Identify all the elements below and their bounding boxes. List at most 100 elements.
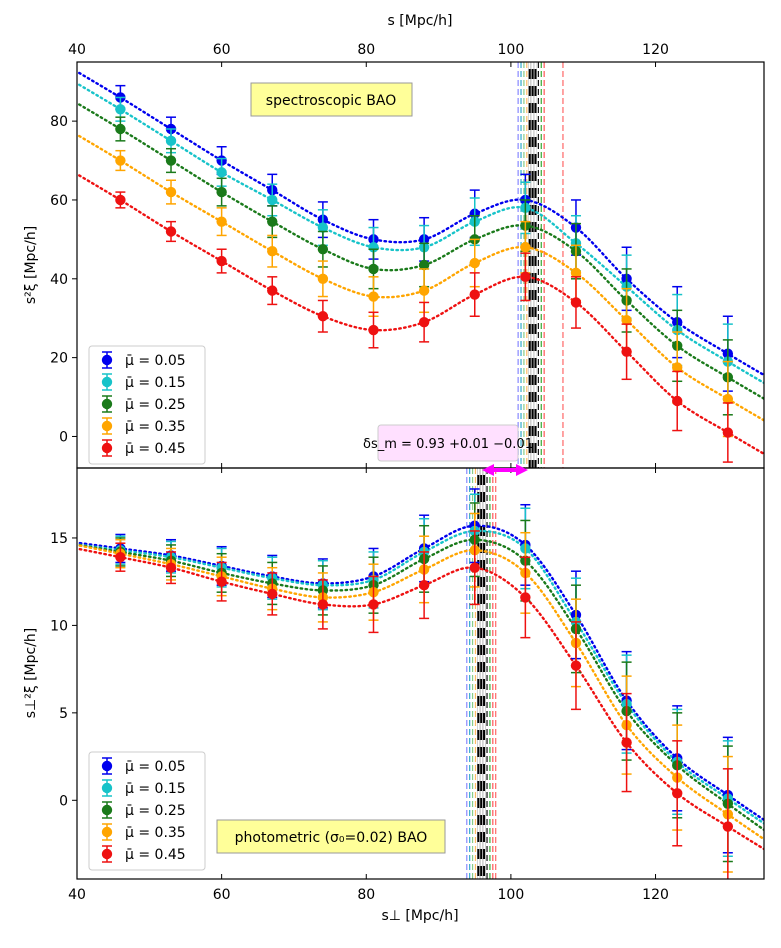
spectroscopic-label: spectroscopic BAO [266, 93, 396, 109]
x-tick-label: 40 [68, 887, 86, 903]
data-point [368, 599, 379, 610]
photometric-label-box: photometric (σ₀=0.02) BAO [216, 819, 446, 854]
data-point [570, 267, 582, 279]
data-point [317, 311, 329, 322]
x-tick-label: 120 [642, 887, 669, 903]
x-tick-label: 100 [498, 887, 525, 903]
x-tick-label: 60 [213, 42, 231, 58]
data-point [418, 316, 430, 328]
data-point [722, 393, 734, 405]
shift-arrow [482, 464, 528, 476]
legend-label: μ̄ = 0.25 [125, 397, 186, 413]
data-point [165, 186, 177, 198]
x-tick-label: 80 [357, 42, 375, 58]
data-point [621, 737, 632, 748]
model-curve [77, 538, 764, 832]
data-point [368, 291, 379, 302]
x-tick-label: 60 [213, 887, 231, 903]
data-point [418, 579, 430, 591]
bottom-x-axis-label: s⊥ [Mpc/h] [381, 908, 458, 924]
legend-marker [101, 442, 113, 454]
data-point [216, 255, 227, 267]
spectroscopic-label-box: spectroscopic BAO [250, 82, 413, 117]
data-point [418, 259, 430, 271]
legend-marker [101, 420, 113, 432]
x-tick-label: 80 [357, 887, 375, 903]
legend-marker [101, 782, 113, 794]
model-curve [77, 543, 764, 841]
data-point [115, 155, 126, 166]
model-curve [77, 82, 764, 385]
legend-marker [101, 354, 113, 366]
data-point [368, 324, 379, 336]
data-point [520, 271, 531, 283]
data-point [520, 242, 531, 253]
model-curve [77, 529, 764, 825]
top-y-axis-label: s²ξ [Mpc/h] [23, 226, 39, 304]
legend-frame [88, 345, 206, 465]
legend-marker [101, 804, 113, 816]
data-point [469, 562, 480, 573]
y-tick-label: 15 [50, 531, 68, 547]
axes-frame [76, 467, 765, 880]
data-point [368, 263, 379, 275]
legend-marker [101, 848, 113, 860]
y-tick-label: 10 [50, 618, 68, 634]
data-point [165, 155, 177, 166]
data-point [165, 226, 177, 237]
data-point [621, 314, 632, 326]
legend-marker [101, 760, 113, 772]
data-point [165, 562, 177, 573]
y-tick-label: 0 [59, 793, 68, 809]
delta-sm-annotation: δs_m = 0.93 +0.01 −0.01 [363, 424, 533, 462]
y-tick-label: 5 [59, 706, 68, 722]
top-plot-area [77, 62, 764, 468]
data-point [267, 246, 278, 257]
data-point [469, 257, 480, 269]
data-point [469, 289, 480, 300]
x-tick-label: 100 [498, 42, 525, 58]
y-tick-label: 40 [50, 272, 68, 288]
legend-frame [88, 751, 206, 871]
model-curve [77, 70, 764, 377]
y-tick-label: 0 [59, 429, 68, 445]
data-point [267, 216, 278, 227]
bottom-plot-area [77, 468, 764, 879]
data-point [317, 222, 329, 233]
legend-bottom: μ̄ = 0.05 μ̄ = 0.15 μ̄ = 0.25 μ̄ = 0.35 μ̄ =… [88, 751, 206, 871]
legend-marker [101, 398, 113, 410]
data-point [267, 588, 278, 600]
top-axis-label: s [Mpc/h] [388, 13, 453, 29]
x-tick-label: 120 [642, 42, 669, 58]
data-point [418, 285, 430, 296]
data-point [216, 576, 227, 587]
data-point [216, 167, 227, 178]
bottom-y-axis-label: s⊥²ξ [Mpc/h] [23, 628, 39, 719]
delta-sm-text: δs_m = 0.93 +0.01 −0.01 [363, 437, 533, 452]
legend-label: μ̄ = 0.15 [125, 375, 186, 391]
axes: 40 60 80 100 120 0 20 40 60 80 40 60 80 100 120 0 5 10 15 [50, 42, 765, 903]
data-point [672, 362, 683, 373]
data-point [317, 273, 329, 284]
legend-label: μ̄ = 0.05 [125, 759, 186, 775]
legend-label: μ̄ = 0.35 [125, 825, 186, 841]
data-point [165, 135, 177, 147]
legend-label: μ̄ = 0.25 [125, 803, 186, 819]
legend-marker [101, 376, 113, 388]
data-point [115, 194, 126, 206]
legend-label: μ̄ = 0.35 [125, 419, 186, 435]
data-point [216, 186, 227, 198]
legend-marker [101, 826, 113, 838]
data-point [317, 599, 329, 610]
legend-label: μ̄ = 0.45 [125, 847, 186, 863]
model-curve [77, 524, 764, 822]
data-point [672, 788, 683, 799]
data-point [267, 285, 278, 296]
data-point [570, 297, 582, 308]
data-point [115, 104, 126, 115]
data-point [672, 395, 683, 407]
legend-label: μ̄ = 0.45 [125, 441, 186, 457]
legend-top: μ̄ = 0.05 μ̄ = 0.15 μ̄ = 0.25 μ̄ = 0.35 μ̄ =… [88, 345, 206, 465]
y-tick-label: 20 [50, 351, 68, 367]
